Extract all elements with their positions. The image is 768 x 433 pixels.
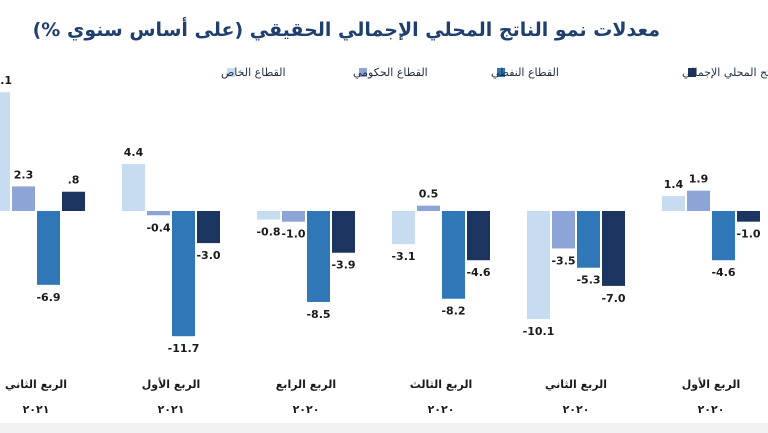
chart-title: معدلات نمو الناتج المحلي الإجمالي الحقيق…	[32, 19, 660, 41]
legend-swatch	[688, 68, 696, 77]
legend-label: القطاع النفطي	[491, 66, 559, 79]
data-label: -0.4	[146, 221, 170, 234]
title-bar: معدلات نمو الناتج المحلي الإجمالي الحقيق…	[0, 0, 768, 59]
bar	[577, 211, 600, 268]
legend-label: الناتج المحلي الإجمالي	[682, 66, 768, 79]
bar	[392, 211, 415, 245]
bar	[172, 211, 195, 337]
bar	[602, 211, 625, 286]
bar	[712, 211, 735, 261]
data-label: -4.6	[466, 266, 490, 279]
data-label: -10.1	[523, 325, 555, 338]
legend: الناتج المحلي الإجمالي القطاع النفطي القطا…	[221, 66, 768, 79]
category-quarter-label: الربع الرابع	[276, 378, 336, 391]
bar	[527, 211, 550, 320]
chart-area: الناتج المحلي الإجمالي القطاع النفطي القطا…	[0, 58, 768, 423]
data-label: -5.3	[576, 274, 600, 287]
bar	[62, 191, 85, 211]
category-year-label: ٢٠٢٠	[428, 403, 455, 416]
data-label: -3.1	[391, 250, 415, 263]
bar	[442, 211, 465, 299]
category-year-label: ٢٠٢٠	[698, 403, 725, 416]
bar	[12, 186, 35, 211]
legend-swatch	[359, 68, 367, 77]
bar	[147, 211, 170, 216]
data-label: -7.0	[601, 292, 625, 305]
data-label: 0.5	[419, 188, 439, 201]
data-label: -4.6	[711, 266, 735, 279]
bars	[0, 92, 760, 337]
data-label: 1.9	[689, 173, 709, 186]
category-year-label: ٢٠٢١	[23, 403, 50, 416]
bar	[662, 196, 685, 211]
legend-swatch	[227, 68, 235, 77]
category-quarter-label: الربع الثالث	[410, 378, 473, 391]
bar	[257, 211, 280, 220]
footer-strip	[0, 423, 768, 433]
category-year-label: ٢٠٢٠	[293, 403, 320, 416]
category-year-label: ٢٠٢٠	[563, 403, 590, 416]
bar	[0, 92, 10, 211]
category-quarter-label: الربع الأول	[142, 377, 201, 391]
legend-label: القطاع الحكومي	[353, 66, 428, 79]
bar	[332, 211, 355, 253]
category-quarter-label: الربع الأول	[682, 377, 741, 391]
data-label: -1.0	[736, 228, 760, 241]
bar-chart: الناتج المحلي الإجمالي القطاع النفطي القطا…	[0, 66, 768, 416]
bar	[197, 211, 220, 244]
value-labels: -1.0 -4.6 1.9 1.4 -7.0-5.3-3.5 -10.1 -4.6 -8.2 0…	[0, 74, 761, 355]
category-quarter-label: الربع الثاني	[545, 378, 607, 391]
legend-label: القطاع الخاص	[221, 66, 286, 79]
bar	[737, 211, 760, 222]
bar	[307, 211, 330, 302]
bar	[552, 211, 575, 249]
data-label: -3.9	[331, 259, 355, 272]
data-label: 11.1	[0, 74, 12, 87]
bar	[467, 211, 490, 261]
category-labels: الربع الأول ٢٠٢٠ الربع الثاني ٢٠٢٠ الربع الث…	[5, 377, 740, 416]
data-label: -1.0	[281, 228, 305, 241]
data-label: -0.8	[256, 226, 280, 239]
data-label: 2.3	[14, 168, 34, 181]
bar	[282, 211, 305, 222]
category-year-label: ٢٠٢١	[158, 403, 185, 416]
bar	[687, 190, 710, 211]
data-label: .8	[68, 174, 80, 187]
bar	[417, 205, 440, 211]
category-quarter-label: الربع الثاني	[5, 378, 67, 391]
data-label: -6.9	[36, 291, 60, 304]
data-label: -8.2	[441, 305, 465, 318]
data-label: 4.4	[124, 146, 144, 159]
data-label: -8.5	[306, 308, 330, 321]
data-label: 1.4	[664, 178, 684, 191]
data-label: -3.5	[551, 254, 575, 267]
bar	[37, 211, 60, 285]
legend-swatch	[497, 68, 505, 77]
data-label: -3.0	[196, 249, 220, 262]
bar	[122, 163, 145, 211]
data-label: -11.7	[168, 342, 200, 355]
